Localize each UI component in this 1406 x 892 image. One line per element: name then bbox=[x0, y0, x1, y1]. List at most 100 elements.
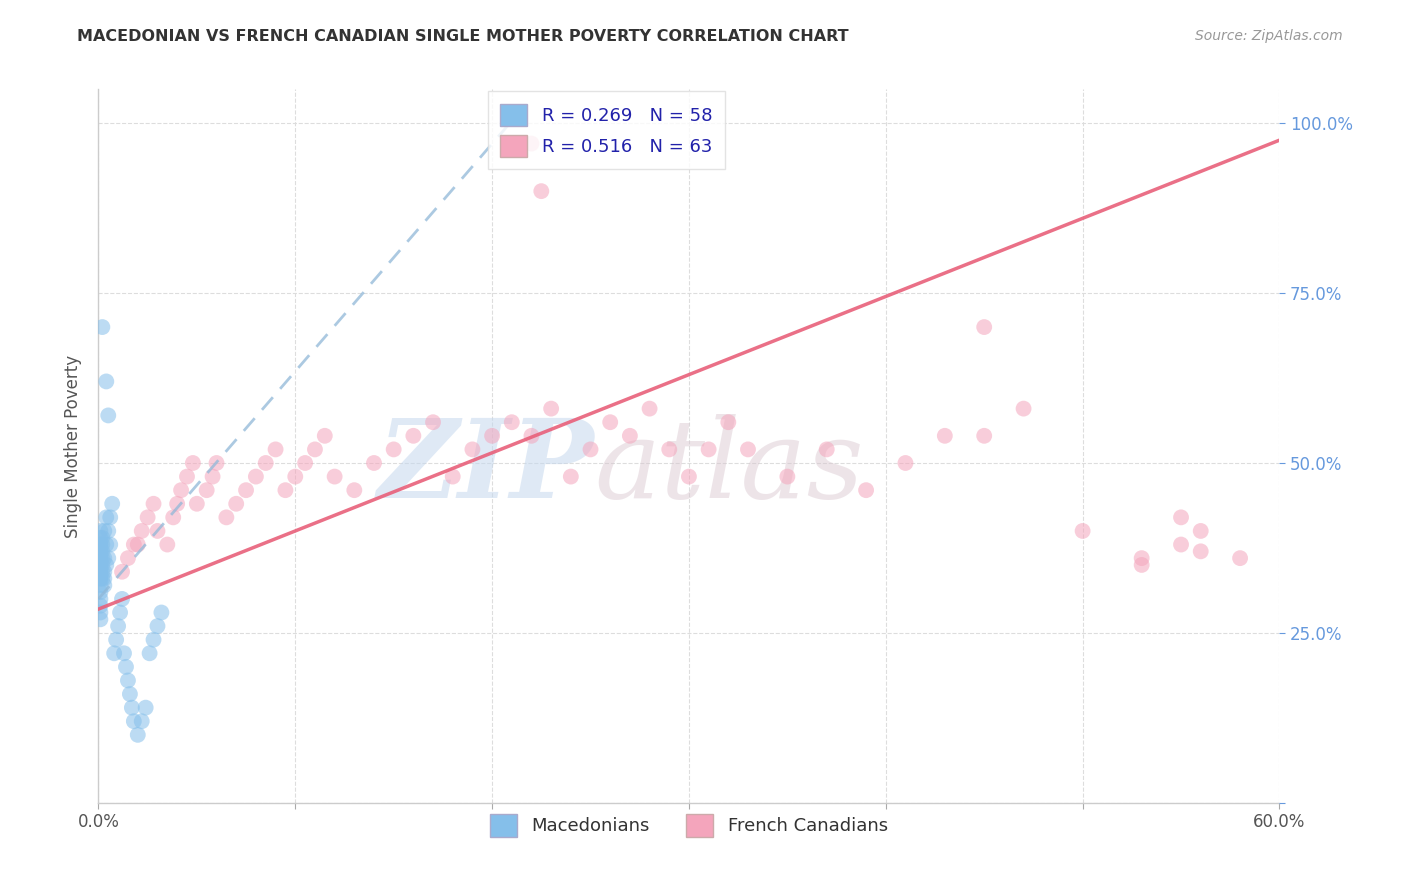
Point bbox=[619, 429, 641, 443]
Point bbox=[97, 551, 120, 566]
Point bbox=[162, 510, 184, 524]
Point bbox=[91, 558, 114, 572]
Point bbox=[96, 375, 118, 389]
Point bbox=[973, 429, 995, 443]
Point bbox=[579, 442, 602, 457]
Point bbox=[89, 558, 111, 572]
Y-axis label: Single Mother Poverty: Single Mother Poverty bbox=[65, 354, 83, 538]
Point bbox=[461, 442, 484, 457]
Point bbox=[89, 591, 111, 606]
Point bbox=[91, 531, 114, 545]
Point bbox=[142, 632, 165, 647]
Point bbox=[91, 320, 114, 334]
Point bbox=[530, 184, 553, 198]
Point bbox=[93, 572, 115, 586]
Point bbox=[422, 415, 444, 429]
Point bbox=[97, 409, 120, 423]
Point bbox=[89, 578, 111, 592]
Point bbox=[855, 483, 877, 498]
Text: MACEDONIAN VS FRENCH CANADIAN SINGLE MOTHER POVERTY CORRELATION CHART: MACEDONIAN VS FRENCH CANADIAN SINGLE MOT… bbox=[77, 29, 849, 44]
Point bbox=[274, 483, 297, 498]
Point bbox=[815, 442, 838, 457]
Point bbox=[599, 415, 621, 429]
Point bbox=[112, 646, 135, 660]
Point bbox=[540, 401, 562, 416]
Point bbox=[343, 483, 366, 498]
Point bbox=[122, 714, 145, 729]
Point bbox=[135, 700, 157, 714]
Point bbox=[1130, 558, 1153, 572]
Point bbox=[89, 572, 111, 586]
Point bbox=[441, 469, 464, 483]
Point bbox=[93, 565, 115, 579]
Point bbox=[91, 544, 114, 558]
Point bbox=[89, 551, 111, 566]
Point bbox=[131, 714, 153, 729]
Point bbox=[520, 136, 543, 151]
Point bbox=[142, 497, 165, 511]
Point bbox=[93, 578, 115, 592]
Point bbox=[121, 700, 143, 714]
Point bbox=[89, 537, 111, 551]
Text: ZIP: ZIP bbox=[378, 414, 595, 521]
Point bbox=[150, 606, 173, 620]
Point bbox=[117, 551, 139, 566]
Point bbox=[91, 572, 114, 586]
Point bbox=[136, 510, 159, 524]
Point bbox=[304, 442, 326, 457]
Point bbox=[103, 646, 125, 660]
Point bbox=[111, 565, 134, 579]
Point bbox=[89, 585, 111, 599]
Point bbox=[402, 429, 425, 443]
Point bbox=[284, 469, 307, 483]
Point bbox=[1170, 537, 1192, 551]
Point bbox=[186, 497, 208, 511]
Point bbox=[245, 469, 267, 483]
Point bbox=[93, 551, 115, 566]
Point bbox=[205, 456, 228, 470]
Point bbox=[215, 510, 238, 524]
Point bbox=[1130, 551, 1153, 566]
Point bbox=[97, 524, 120, 538]
Point bbox=[96, 537, 118, 551]
Point bbox=[131, 524, 153, 538]
Point bbox=[1012, 401, 1035, 416]
Point bbox=[89, 612, 111, 626]
Point bbox=[122, 537, 145, 551]
Point bbox=[697, 442, 720, 457]
Point bbox=[156, 537, 179, 551]
Point bbox=[481, 429, 503, 443]
Point bbox=[314, 429, 336, 443]
Point bbox=[98, 537, 121, 551]
Point bbox=[138, 646, 160, 660]
Point bbox=[195, 483, 218, 498]
Point bbox=[560, 469, 582, 483]
Text: atlas: atlas bbox=[595, 414, 865, 521]
Point bbox=[501, 415, 523, 429]
Point bbox=[127, 537, 149, 551]
Point bbox=[737, 442, 759, 457]
Point bbox=[1189, 524, 1212, 538]
Point bbox=[264, 442, 287, 457]
Point bbox=[108, 606, 131, 620]
Point bbox=[96, 558, 118, 572]
Point bbox=[107, 619, 129, 633]
Point bbox=[117, 673, 139, 688]
Point bbox=[89, 558, 111, 572]
Point bbox=[520, 429, 543, 443]
Point bbox=[127, 728, 149, 742]
Point bbox=[89, 572, 111, 586]
Point bbox=[323, 469, 346, 483]
Point bbox=[1229, 551, 1251, 566]
Point bbox=[101, 497, 124, 511]
Legend: Macedonians, French Canadians: Macedonians, French Canadians bbox=[482, 807, 896, 844]
Point bbox=[678, 469, 700, 483]
Point bbox=[146, 619, 169, 633]
Point bbox=[1170, 510, 1192, 524]
Point bbox=[89, 524, 111, 538]
Point bbox=[1189, 544, 1212, 558]
Point bbox=[89, 551, 111, 566]
Point bbox=[170, 483, 193, 498]
Point bbox=[201, 469, 224, 483]
Point bbox=[105, 632, 128, 647]
